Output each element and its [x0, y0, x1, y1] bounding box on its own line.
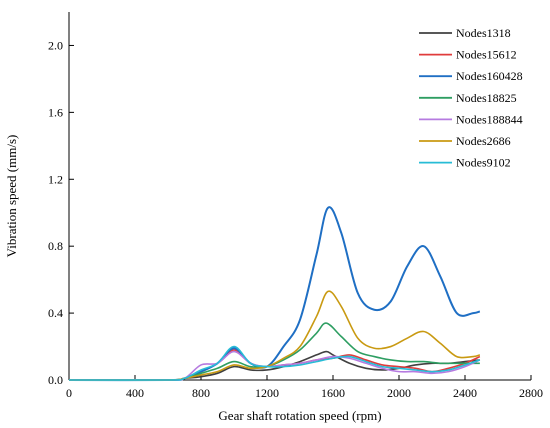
legend-label: Nodes1318 [456, 26, 511, 40]
legend-label: Nodes15612 [456, 48, 517, 62]
legend: Nodes1318 Nodes15612 Nodes160428 Nodes18825… [419, 26, 523, 170]
x-ticks: 0 400 800 1200 1600 2000 2400 2800 [66, 375, 543, 400]
series-line-nodes1318 [68, 350, 480, 381]
y-tick-label: 0.8 [48, 239, 63, 253]
x-tick-label: 2000 [387, 386, 411, 400]
x-tick-label: 2800 [519, 386, 543, 400]
x-tick-label: 1600 [321, 386, 345, 400]
x-axis-label: Gear shaft rotation speed (rpm) [218, 408, 381, 423]
y-axis-label: Vibration speed (mm/s) [4, 135, 19, 258]
x-tick-label: 0 [66, 386, 72, 400]
legend-label: Nodes188844 [456, 112, 523, 126]
series-line-nodes2686 [68, 290, 481, 381]
y-tick-label: 0.0 [48, 373, 63, 387]
x-tick-label: 2400 [453, 386, 477, 400]
y-tick-label: 0.4 [48, 306, 63, 320]
y-ticks: 0.0 0.4 0.8 1.2 1.6 2.0 [48, 38, 74, 387]
axes [68, 12, 531, 381]
x-tick-label: 800 [192, 386, 210, 400]
series-line-nodes18825 [68, 322, 480, 381]
x-tick-label: 400 [126, 386, 144, 400]
series-line-nodes160428 [68, 206, 481, 382]
y-tick-label: 1.6 [48, 105, 63, 119]
legend-label: Nodes18825 [456, 91, 517, 105]
legend-label: Nodes9102 [456, 156, 511, 170]
y-tick-label: 2.0 [48, 38, 63, 52]
x-tick-label: 1200 [255, 386, 279, 400]
legend-label: Nodes160428 [456, 69, 523, 83]
y-tick-label: 1.2 [48, 172, 63, 186]
series-lines [68, 206, 481, 382]
series-line-nodes188844 [68, 350, 481, 381]
series-line-nodes9102 [68, 345, 481, 381]
legend-label: Nodes2686 [456, 134, 511, 148]
